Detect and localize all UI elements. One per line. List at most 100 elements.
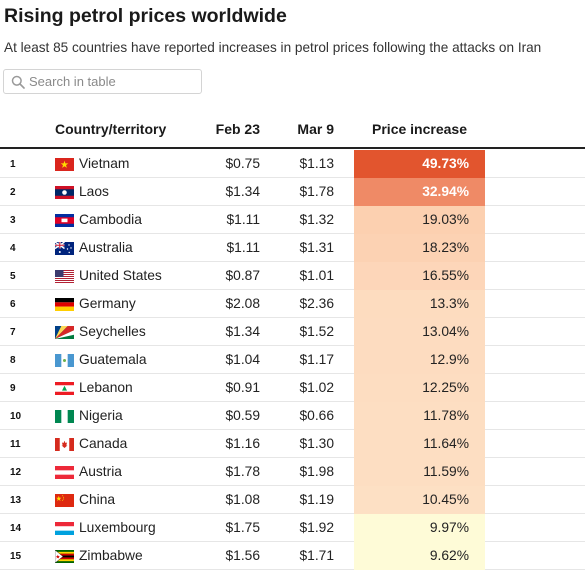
rank-number: 15 — [10, 551, 22, 562]
country-name: Cambodia — [79, 212, 142, 227]
mar-price: $1.32 — [299, 212, 334, 227]
rank-number: 1 — [10, 159, 16, 170]
table-row: 12 Austria $1.78 $1.98 11.59% — [0, 458, 585, 486]
column-header-mar[interactable]: Mar 9 — [297, 121, 334, 137]
price-increase-value: 9.62% — [429, 548, 469, 563]
rank-number: 12 — [10, 467, 22, 478]
page-title: Rising petrol prices worldwide — [4, 5, 287, 27]
country-name: Guatemala — [79, 352, 147, 367]
rank-number: 8 — [10, 355, 16, 366]
rank-number: 2 — [10, 187, 16, 198]
feb-price: $1.75 — [225, 520, 260, 535]
table-row: 15 Zimbabwe $1.56 $1.71 9.62% — [0, 542, 585, 570]
country-name: Seychelles — [79, 324, 146, 339]
table-row: 6 Germany $2.08 $2.36 13.3% — [0, 290, 585, 318]
price-increase-value: 19.03% — [422, 212, 469, 227]
price-increase-value: 9.97% — [429, 520, 469, 535]
rank-number: 10 — [10, 411, 22, 422]
feb-price: $0.75 — [225, 156, 260, 171]
germany-flag-icon — [55, 298, 74, 311]
feb-price: $2.08 — [225, 296, 260, 311]
price-increase-cell: 9.97% — [354, 514, 485, 542]
table-row: 7 Seychelles $1.34 $1.52 13.04% — [0, 318, 585, 346]
search-box[interactable] — [3, 69, 202, 94]
country-name: Nigeria — [79, 408, 123, 423]
price-increase-cell: 32.94% — [354, 178, 485, 206]
column-header-increase[interactable]: Price increase — [372, 121, 467, 137]
mar-price: $1.02 — [299, 380, 334, 395]
feb-price: $1.08 — [225, 492, 260, 507]
feb-price: $1.34 — [225, 324, 260, 339]
feb-price: $0.87 — [225, 268, 260, 283]
price-increase-cell: 49.73% — [354, 150, 485, 178]
table-row: 11 Canada $1.16 $1.30 11.64% — [0, 430, 585, 458]
mar-price: $1.98 — [299, 464, 334, 479]
rank-number: 7 — [10, 327, 16, 338]
austria-flag-icon — [55, 466, 74, 479]
mar-price: $1.01 — [299, 268, 334, 283]
table-body: 1 Vietnam $0.75 $1.13 49.73% 2 Laos $1.34 $1.78 3… — [0, 150, 585, 570]
country-name: Australia — [79, 240, 133, 255]
mar-price: $1.30 — [299, 436, 334, 451]
table-row: 13 China $1.08 $1.19 10.45% — [0, 486, 585, 514]
price-increase-cell: 10.45% — [354, 486, 485, 514]
mar-price: $0.66 — [299, 408, 334, 423]
country-name: Austria — [79, 464, 122, 479]
mar-price: $1.19 — [299, 492, 334, 507]
price-increase-cell: 9.62% — [354, 542, 485, 570]
australia-flag-icon — [55, 242, 74, 255]
price-increase-value: 16.55% — [422, 268, 469, 283]
rank-number: 13 — [10, 495, 22, 506]
mar-price: $1.78 — [299, 184, 334, 199]
search-input[interactable] — [29, 71, 199, 92]
search-icon — [11, 75, 25, 89]
column-header-country[interactable]: Country/territory — [55, 121, 167, 137]
rank-number: 14 — [10, 523, 22, 534]
country-name: Laos — [79, 184, 109, 199]
price-increase-value: 11.64% — [423, 436, 469, 451]
header-divider — [0, 147, 585, 149]
feb-price: $1.04 — [225, 352, 260, 367]
mar-price: $1.17 — [299, 352, 334, 367]
price-increase-value: 12.25% — [422, 380, 469, 395]
price-increase-cell: 11.78% — [354, 402, 485, 430]
canada-flag-icon — [55, 438, 74, 451]
rank-number: 9 — [10, 383, 16, 394]
price-increase-cell: 11.64% — [354, 430, 485, 458]
price-increase-value: 11.78% — [423, 408, 469, 423]
united-states-flag-icon — [55, 270, 74, 283]
rank-number: 11 — [10, 439, 21, 450]
price-increase-cell: 18.23% — [354, 234, 485, 262]
feb-price: $0.91 — [225, 380, 260, 395]
table-row: 4 Australia $1.11 $1.31 18.23% — [0, 234, 585, 262]
price-increase-value: 49.73% — [422, 156, 469, 171]
price-increase-cell: 13.04% — [354, 318, 485, 346]
mar-price: $1.52 — [299, 324, 334, 339]
column-header-feb[interactable]: Feb 23 — [215, 121, 260, 137]
feb-price: $1.56 — [225, 548, 260, 563]
price-increase-value: 10.45% — [422, 492, 469, 507]
price-increase-value: 13.04% — [422, 324, 469, 339]
page-subtitle: At least 85 countries have reported incr… — [4, 40, 542, 55]
mar-price: $1.31 — [299, 240, 334, 255]
price-increase-value: 32.94% — [422, 184, 469, 199]
table-row: 9 Lebanon $0.91 $1.02 12.25% — [0, 374, 585, 402]
mar-price: $1.71 — [299, 548, 334, 563]
mar-price: $1.92 — [299, 520, 334, 535]
zimbabwe-flag-icon — [55, 550, 74, 563]
price-increase-cell: 13.3% — [354, 290, 485, 318]
table-row: 1 Vietnam $0.75 $1.13 49.73% — [0, 150, 585, 178]
feb-price: $1.11 — [226, 212, 260, 227]
feb-price: $1.11 — [226, 240, 260, 255]
table-row: 10 Nigeria $0.59 $0.66 11.78% — [0, 402, 585, 430]
price-increase-cell: 12.25% — [354, 374, 485, 402]
guatemala-flag-icon — [55, 354, 74, 367]
price-increase-cell: 12.9% — [354, 346, 485, 374]
country-name: Zimbabwe — [79, 548, 143, 563]
country-name: Luxembourg — [79, 520, 156, 535]
country-name: Germany — [79, 296, 136, 311]
table-row: 5 United States $0.87 $1.01 16.55% — [0, 262, 585, 290]
price-increase-cell: 19.03% — [354, 206, 485, 234]
vietnam-flag-icon — [55, 158, 74, 171]
country-name: China — [79, 492, 116, 507]
